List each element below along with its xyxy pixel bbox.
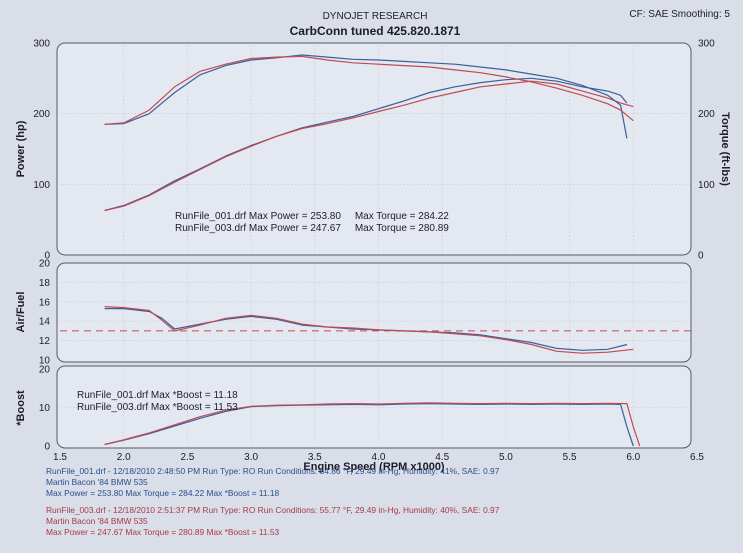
power-runfile-001-line <box>104 77 628 212</box>
y2-tick-label: 200 <box>698 109 715 120</box>
runfile-003-line <box>104 306 634 354</box>
x-tick-label: 3.5 <box>308 452 322 463</box>
torque-runfile-001-line <box>104 54 628 139</box>
power-axis-ticks: 0 100 200 300 <box>33 39 50 262</box>
x-tick-label: 6.0 <box>626 452 640 463</box>
rpm-axis-label: Engine Speed (RPM x1000) <box>303 461 445 473</box>
run2-info-line1: RunFile_003.drf - 12/18/2010 2:51:37 PM … <box>46 505 500 515</box>
torque-axis-ticks: 0 100 200 300 <box>698 39 715 262</box>
boost-axis-label: *Boost <box>15 390 27 426</box>
x-tick-label: 2.5 <box>180 452 194 463</box>
y-tick-label: 14 <box>39 317 51 328</box>
torque-axis-label: Torque (ft-lbs) <box>719 112 731 186</box>
x-tick-label: 1.5 <box>53 452 67 463</box>
torque-runfile-003-line <box>104 55 634 125</box>
boost-panel <box>56 365 692 449</box>
y-tick-label: 300 <box>33 39 50 50</box>
y-tick-label: 0 <box>44 251 50 262</box>
x-tick-label: 5.0 <box>499 452 513 463</box>
power-runfile-003-line <box>104 80 634 212</box>
air-fuel-axis-ticks: 10 12 14 16 18 20 <box>39 259 51 367</box>
rpm-axis-ticks: 1.5 2.0 2.5 3.0 3.5 4.0 4.5 5.0 5.5 6.0 6.5 <box>53 452 704 463</box>
air-fuel-axis-label: Air/Fuel <box>15 292 27 333</box>
correction-info: CF: SAE Smoothing: 5 <box>629 9 730 20</box>
y-tick-label: 18 <box>39 278 51 289</box>
boost-axis-ticks: 0 10 20 <box>39 365 51 453</box>
max-power-annotation-run2: RunFile_003.drf Max Power = 247.67 Max T… <box>175 223 449 234</box>
runfile-001-line <box>104 403 634 447</box>
max-power-annotation-run1: RunFile_001.drf Max Power = 253.80 Max T… <box>175 211 449 222</box>
y2-tick-label: 300 <box>698 39 715 50</box>
x-tick-label: 3.0 <box>244 452 258 463</box>
runfile-003-line <box>104 402 641 447</box>
air-fuel-grid <box>60 265 691 358</box>
y-tick-label: 200 <box>33 109 50 120</box>
run2-info-line2: Martin Bacon '84 BMW 535 <box>46 516 148 526</box>
max-boost-annotation-run2: RunFile_003.drf Max *Boost = 11.53 <box>77 402 238 413</box>
air-fuel-panel <box>56 262 692 363</box>
run2-info-line3: Max Power = 247.67 Max Torque = 280.89 M… <box>46 527 280 537</box>
x-tick-label: 4.0 <box>372 452 386 463</box>
company-title: DYNOJET RESEARCH <box>323 11 428 22</box>
y-tick-label: 100 <box>33 180 50 191</box>
chart-title: CarbConn tuned 425.820.1871 <box>290 24 461 38</box>
power-axis-label: Power (hp) <box>15 120 27 177</box>
y-tick-label: 20 <box>39 259 51 270</box>
y-tick-label: 20 <box>39 365 51 376</box>
y-tick-label: 12 <box>39 336 51 347</box>
x-tick-label: 2.0 <box>117 452 131 463</box>
run1-info-line1: RunFile_001.drf - 12/18/2010 2:48:50 PM … <box>46 466 500 476</box>
y-tick-label: 16 <box>39 297 51 308</box>
y-tick-label: 0 <box>44 442 50 453</box>
y-tick-label: 10 <box>39 356 51 367</box>
x-tick-label: 5.5 <box>563 452 577 463</box>
y-tick-label: 10 <box>39 403 51 414</box>
air-fuel-lines <box>104 306 634 354</box>
y2-tick-label: 0 <box>698 251 704 262</box>
power-torque-lines <box>104 54 634 212</box>
run1-info-line2: Martin Bacon '84 BMW 535 <box>46 477 148 487</box>
boost-lines <box>104 402 641 447</box>
x-tick-label: 6.5 <box>690 452 704 463</box>
max-boost-annotation-run1: RunFile_001.drf Max *Boost = 11.18 <box>77 390 238 401</box>
power-torque-panel <box>56 42 692 256</box>
runfile-001-line <box>104 308 628 351</box>
y2-tick-label: 100 <box>698 180 715 191</box>
x-tick-label: 4.5 <box>435 452 449 463</box>
run1-info-line3: Max Power = 253.80 Max Torque = 284.22 M… <box>46 488 280 498</box>
